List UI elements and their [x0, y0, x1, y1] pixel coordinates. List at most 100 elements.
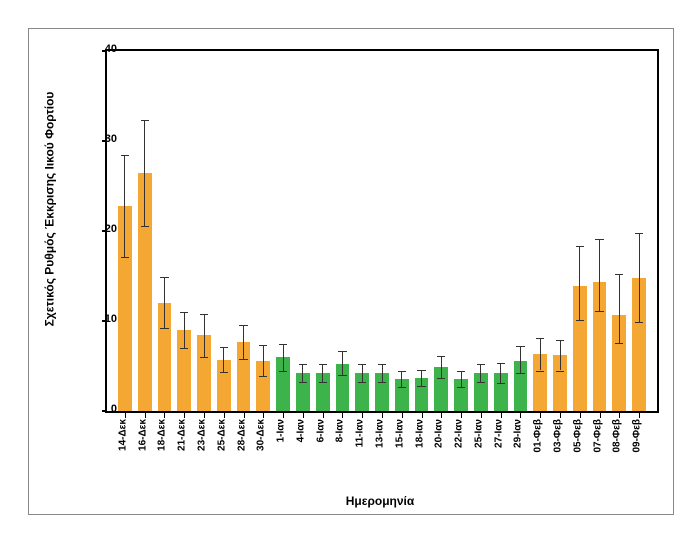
error-bar-cap: [536, 371, 544, 372]
error-bar-cap: [239, 359, 247, 360]
error-bar: [540, 338, 541, 370]
error-bar: [560, 340, 561, 371]
error-bar-cap: [239, 325, 247, 326]
y-tick-label: 10: [87, 313, 117, 325]
x-axis-title-text: Ημερομηνία: [346, 494, 415, 508]
x-tick-label: 16-Δεκ: [137, 419, 148, 451]
error-bar-cap: [200, 314, 208, 315]
error-bar-cap: [556, 340, 564, 341]
error-bar-cap: [457, 371, 465, 372]
x-tick-mark: [224, 413, 225, 418]
x-tick-mark: [283, 413, 284, 418]
x-tick-mark: [619, 413, 620, 418]
x-tick-mark: [520, 413, 521, 418]
error-bar-cap: [516, 346, 524, 347]
error-bar-cap: [417, 370, 425, 371]
x-tick-label: 18-Ιαν: [414, 419, 425, 448]
error-bar-cap: [358, 364, 366, 365]
error-bar-cap: [516, 373, 524, 374]
y-axis-title-text: Σχετικός Ρυθμός Έκκρισης Ιικού Φορτίου: [42, 92, 56, 327]
x-tick-label: 29-Ιαν: [513, 419, 524, 448]
error-bar-cap: [121, 155, 129, 156]
error-bar-cap: [477, 364, 485, 365]
x-tick-mark: [481, 413, 482, 418]
error-bar: [184, 312, 185, 348]
error-bar: [283, 344, 284, 371]
y-axis-title: Σχετικός Ρυθμός Έκκρισης Ιικού Φορτίου: [39, 29, 59, 389]
error-bar-cap: [141, 226, 149, 227]
error-bar-cap: [378, 364, 386, 365]
error-bar-cap: [497, 363, 505, 364]
error-bar-cap: [635, 233, 643, 234]
error-bar-cap: [615, 274, 623, 275]
error-bar-cap: [279, 371, 287, 372]
x-tick-mark: [164, 413, 165, 418]
x-tick-label: 05-Φεβ: [572, 419, 583, 453]
x-tick-label: 13-Ιαν: [375, 419, 386, 448]
error-bar: [599, 239, 600, 311]
error-bar-cap: [457, 387, 465, 388]
error-bar-cap: [299, 382, 307, 383]
error-bar: [322, 364, 323, 382]
x-tick-mark: [540, 413, 541, 418]
x-tick-mark: [422, 413, 423, 418]
x-tick-label: 1-Ιαν: [276, 419, 287, 442]
x-tick-label: 09-Φεβ: [632, 419, 643, 453]
error-bar-cap: [338, 351, 346, 352]
x-tick-mark: [639, 413, 640, 418]
x-tick-label: 27-Ιαν: [493, 419, 504, 448]
x-tick-mark: [402, 413, 403, 418]
x-tick-label: 15-Ιαν: [394, 419, 405, 448]
error-bar-cap: [141, 120, 149, 121]
error-bar: [639, 233, 640, 322]
x-tick-label: 8-Ιαν: [335, 419, 346, 442]
x-tick-mark: [382, 413, 383, 418]
error-bar-cap: [556, 371, 564, 372]
error-bar-cap: [378, 382, 386, 383]
x-tick-label: 20-Ιαν: [434, 419, 445, 448]
error-bar-cap: [358, 382, 366, 383]
error-bar-cap: [635, 322, 643, 323]
x-tick-mark: [263, 413, 264, 418]
error-bar: [421, 370, 422, 386]
error-bar-cap: [576, 246, 584, 247]
error-bar: [243, 325, 244, 359]
y-tick-label: 30: [87, 133, 117, 145]
x-tick-mark: [323, 413, 324, 418]
error-bar: [579, 246, 580, 320]
x-tick-label: 03-Φεβ: [553, 419, 564, 453]
error-bar: [520, 346, 521, 373]
error-bar-cap: [338, 375, 346, 376]
x-tick-label: 4-Ιαν: [295, 419, 306, 442]
error-bar: [204, 314, 205, 357]
error-bar-cap: [417, 386, 425, 387]
error-bar: [342, 351, 343, 375]
x-tick-mark: [303, 413, 304, 418]
error-bar: [302, 364, 303, 382]
error-bar-cap: [299, 364, 307, 365]
x-tick-mark: [600, 413, 601, 418]
error-bar-cap: [398, 387, 406, 388]
error-bar: [263, 345, 264, 376]
error-bar-cap: [180, 348, 188, 349]
x-tick-label: 22-Ιαν: [454, 419, 465, 448]
x-tick-mark: [362, 413, 363, 418]
error-bar-cap: [160, 277, 168, 278]
error-bar-cap: [595, 311, 603, 312]
error-bar: [401, 371, 402, 387]
x-tick-label: 11-Ιαν: [355, 419, 366, 447]
error-bar-cap: [259, 376, 267, 377]
error-bar: [480, 364, 481, 382]
x-tick-mark: [580, 413, 581, 418]
error-bar: [124, 155, 125, 258]
x-tick-label: 07-Φεβ: [592, 419, 603, 453]
y-tick-label: 40: [87, 43, 117, 55]
x-tick-label: 30-Δεκ: [256, 419, 267, 451]
error-bar-cap: [160, 328, 168, 329]
error-bar: [164, 277, 165, 328]
error-bar-cap: [576, 320, 584, 321]
error-bar: [144, 120, 145, 225]
error-bar-cap: [437, 356, 445, 357]
x-tick-mark: [441, 413, 442, 418]
y-tick-label: 20: [87, 223, 117, 235]
